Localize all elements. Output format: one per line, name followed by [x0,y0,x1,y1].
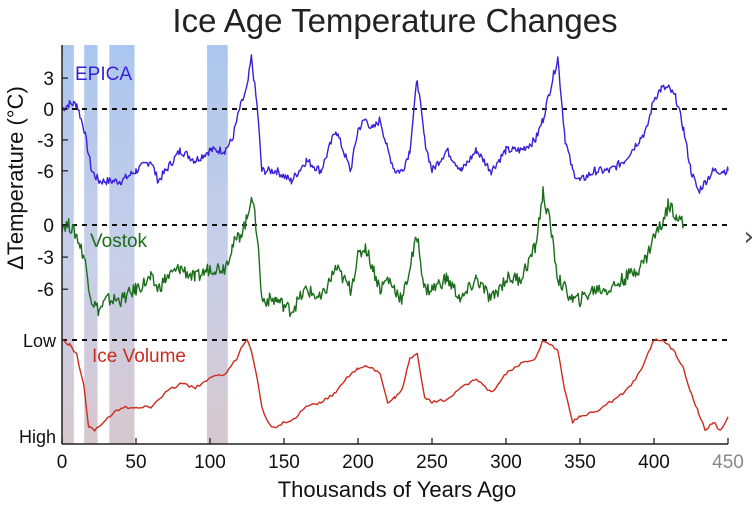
series-label-epica: EPICA [75,64,132,85]
highlight-band-0 [62,45,74,444]
vostok-y-tick--3: -3 [37,248,54,269]
x-axis-label: Thousands of Years Ago [278,477,517,502]
epica-y-tick-3: 3 [43,69,54,90]
reference-lines [62,108,728,341]
highlight-bands [62,45,228,444]
series-line-epica [61,54,729,194]
chart-title: Ice Age Temperature Changes [172,2,617,39]
x-tick-label-350: 350 [564,452,596,473]
x-tick-label-0: 0 [57,452,68,473]
highlight-band-3 [207,45,228,444]
series-label-vostok: Vostok [90,231,148,252]
chevron-right-icon[interactable]: › [743,222,754,252]
series-labels: EPICA Vostok Ice Volume [75,64,186,367]
epica-y-tick--6: -6 [37,162,54,183]
epica-y-tick-0: 0 [43,100,54,121]
x-tick-labels: 0 50 100 150 200 250 300 350 400 450 [57,438,744,473]
x-tick-label-400: 400 [638,452,670,473]
y-tick-labels: 3 0 -3 -6 0 -3 -6 Low High [19,69,68,447]
series-line-ice-volume [61,338,729,432]
x-tick-label-150: 150 [268,452,300,473]
series-label-ice-volume: Ice Volume [92,346,186,367]
series-lines [61,54,729,432]
vostok-y-tick--6: -6 [37,280,54,301]
ice-volume-tick-low: Low [23,331,57,351]
vostok-y-tick-0: 0 [43,216,54,237]
highlight-band-2 [109,45,135,444]
y-axis-label: ΔTemperature (°C) [3,86,28,270]
x-tick-label-250: 250 [416,452,448,473]
ice-volume-tick-high: High [19,427,56,447]
axis-frame [61,45,728,445]
x-tick-label-300: 300 [490,452,522,473]
x-tick-label-100: 100 [194,452,226,473]
epica-y-tick--3: -3 [37,131,54,152]
x-tick-label-200: 200 [342,452,374,473]
series-line-vostok [61,186,685,318]
x-tick-label-50: 50 [125,452,146,473]
x-tick-label-450: 450 [712,452,744,473]
